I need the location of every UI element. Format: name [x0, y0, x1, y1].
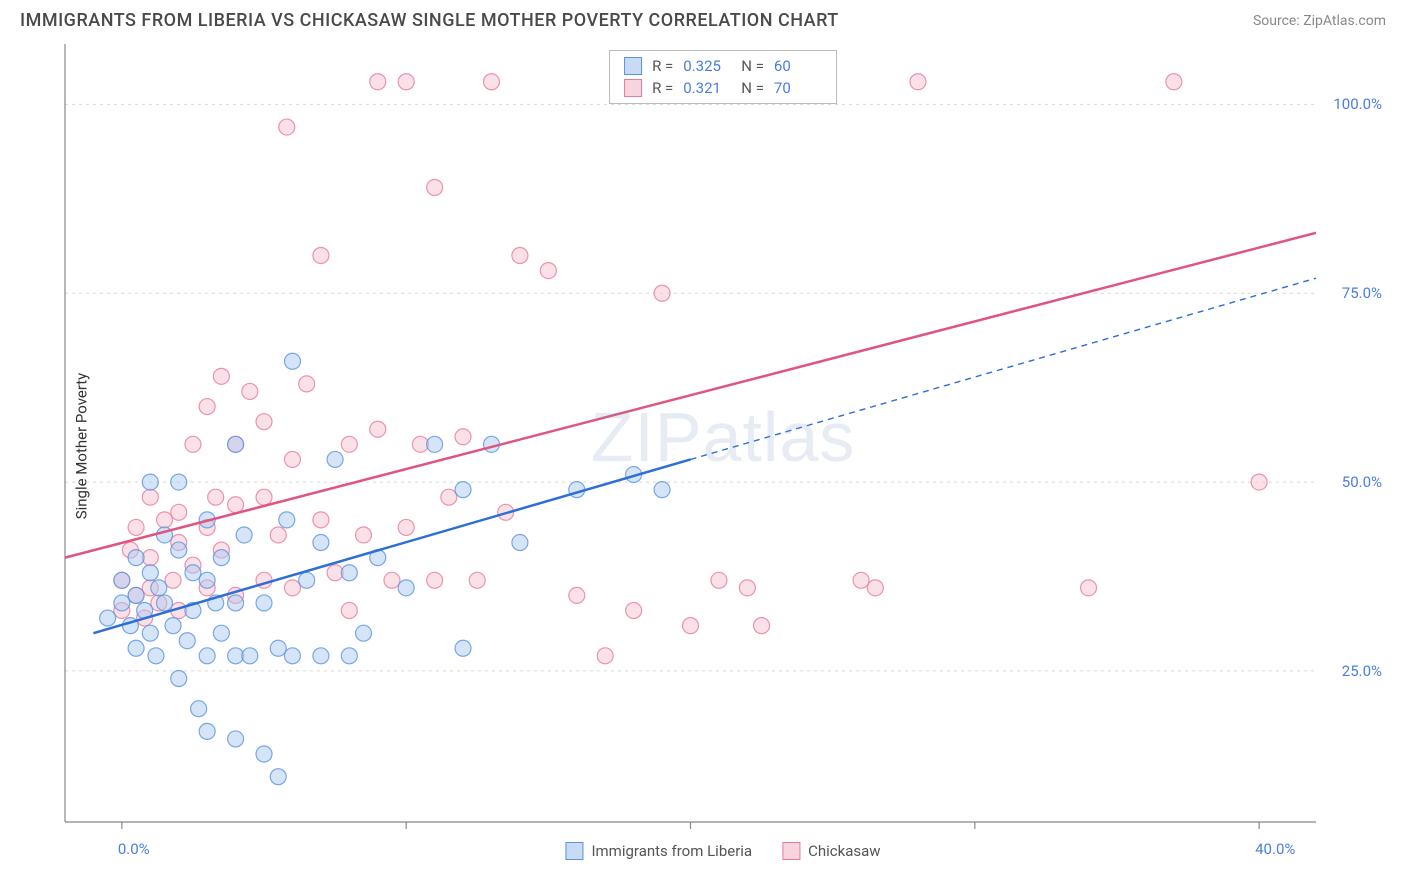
stats-legend-box: R = 0.325 N = 60 R = 0.321 N = 70 — [609, 50, 837, 104]
stats-row-liberia: R = 0.325 N = 60 — [624, 55, 822, 77]
legend-item-chickasaw: Chickasaw — [782, 842, 880, 860]
page-title: IMMIGRANTS FROM LIBERIA VS CHICKASAW SIN… — [20, 10, 839, 31]
source-attribution: Source: ZipAtlas.com — [1253, 13, 1386, 29]
scatter-plot — [50, 44, 1396, 862]
chart-container: ZIPatlas R = 0.325 N = 60 R = 0.321 N = … — [50, 44, 1396, 862]
bottom-legend: Immigrants from Liberia Chickasaw — [565, 842, 880, 860]
swatch-chickasaw-icon — [782, 842, 800, 860]
swatch-liberia-icon — [565, 842, 583, 860]
legend-item-liberia: Immigrants from Liberia — [565, 842, 752, 860]
legend-label-liberia: Immigrants from Liberia — [591, 842, 752, 860]
swatch-chickasaw — [624, 79, 642, 97]
swatch-liberia — [624, 57, 642, 75]
legend-label-chickasaw: Chickasaw — [808, 842, 880, 860]
stats-row-chickasaw: R = 0.321 N = 70 — [624, 77, 822, 99]
